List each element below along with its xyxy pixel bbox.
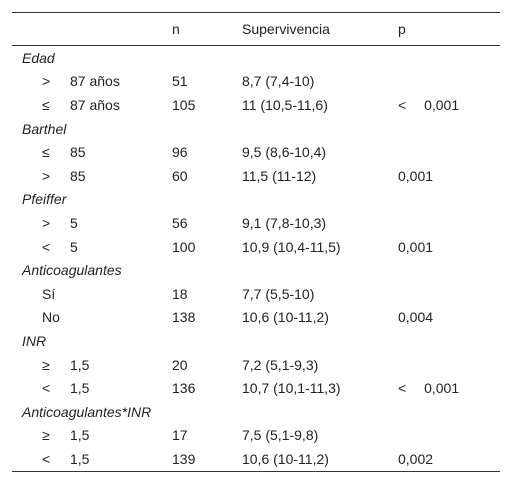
row-label: 85 — [70, 144, 86, 161]
group-title: Anticoagulantes*INR — [22, 403, 152, 420]
survival: 10,6 (10-11,2) — [242, 450, 329, 467]
survival: 9,1 (7,8-10,3) — [242, 214, 327, 231]
data-row: ≥1,5 17 7,5 (5,1-9,8) — [12, 424, 500, 448]
sign: ≥ — [42, 356, 50, 373]
header-cell: p — [398, 21, 406, 37]
n-value: 17 — [172, 427, 188, 444]
row-label: 87 años — [70, 73, 120, 90]
row-label: 5 — [70, 238, 78, 255]
sign: ≤ — [42, 96, 50, 113]
row-label: 1,5 — [70, 356, 90, 373]
n-value: 136 — [172, 380, 196, 397]
n-value: 139 — [172, 450, 196, 467]
sign: < — [42, 450, 51, 467]
n-value: 20 — [172, 356, 188, 373]
survival: 11 (10,5-11,6) — [242, 96, 328, 113]
data-row: <1,5 139 10,6 (10-11,2) 0,002 — [12, 447, 500, 471]
group-title: Anticoagulantes — [22, 262, 122, 279]
survival: 7,7 (5,5-10) — [242, 285, 315, 302]
p-value: 0,001 — [398, 238, 434, 255]
header-cell: Supervivencia — [242, 21, 330, 37]
header-cell: n — [172, 21, 180, 37]
group-row: Edad — [12, 46, 500, 70]
row-label: 5 — [70, 214, 78, 231]
data-row: <5 100 10,9 (10,4-11,5) 0,001 — [12, 235, 500, 259]
group-row: INR — [12, 329, 500, 353]
survival: 10,9 (10,4-11,5) — [242, 238, 341, 255]
sign: < — [42, 238, 51, 255]
group-title: INR — [22, 332, 47, 349]
row-label: 1,5 — [70, 450, 90, 467]
sign: > — [42, 73, 51, 90]
data-row: >85 60 11,5 (11-12) 0,001 — [12, 164, 500, 188]
p-value: 0,002 — [398, 450, 434, 467]
group-title: Pfeiffer — [22, 191, 67, 208]
survival: 9,5 (8,6-10,4) — [242, 144, 327, 161]
row-label: 1,5 — [70, 427, 90, 444]
row-label: 85 — [70, 167, 86, 184]
p-value: 0,001 — [398, 167, 434, 184]
survival: 10,6 (10-11,2) — [242, 309, 329, 326]
row-label: No — [42, 309, 60, 326]
p-value: 0,004 — [398, 309, 434, 326]
sign: ≤ — [42, 144, 50, 161]
header-row: n Supervivencia p — [12, 13, 500, 46]
sign: < — [42, 380, 51, 397]
p-value: < 0,001 — [398, 380, 460, 397]
group-row: Anticoagulantes — [12, 258, 500, 282]
group-row: Pfeiffer — [12, 188, 500, 212]
row-label: 1,5 — [70, 380, 90, 397]
data-row: >5 56 9,1 (7,8-10,3) — [12, 211, 500, 235]
group-row: Anticoagulantes*INR — [12, 400, 500, 424]
group-row: Barthel — [12, 117, 500, 141]
row-label: 87 años — [70, 96, 120, 113]
n-value: 18 — [172, 285, 188, 302]
survival: 7,5 (5,1-9,8) — [242, 427, 319, 444]
group-title: Edad — [22, 49, 55, 66]
survival: 7,2 (5,1-9,3) — [242, 356, 319, 373]
row-label: Sí — [42, 285, 56, 302]
data-row: ≤85 96 9,5 (8,6-10,4) — [12, 140, 500, 164]
data-row: ≥1,5 20 7,2 (5,1-9,3) — [12, 353, 500, 377]
survival: 11,5 (11-12) — [242, 167, 317, 184]
data-row: ≤87 años 105 11 (10,5-11,6) < 0,001 — [12, 93, 500, 117]
n-value: 138 — [172, 309, 196, 326]
data-row: <1,5 136 10,7 (10,1-11,3) < 0,001 — [12, 376, 500, 400]
n-value: 105 — [172, 96, 196, 113]
sign: > — [42, 167, 51, 184]
n-value: 56 — [172, 214, 188, 231]
table: n Supervivencia p Edad >87 años 51 8,7 (7,4… — [12, 12, 500, 472]
survival: 8,7 (7,4-10) — [242, 73, 315, 90]
n-value: 96 — [172, 144, 188, 161]
p-value: < 0,001 — [398, 96, 460, 113]
n-value: 100 — [172, 238, 196, 255]
group-title: Barthel — [22, 120, 67, 137]
sign: ≥ — [42, 427, 50, 444]
data-row: Sí 18 7,7 (5,5-10) — [12, 282, 500, 306]
data-row: >87 años 51 8,7 (7,4-10) — [12, 70, 500, 94]
survival: 10,7 (10,1-11,3) — [242, 380, 341, 397]
n-value: 60 — [172, 167, 188, 184]
data-row: No 138 10,6 (10-11,2) 0,004 — [12, 306, 500, 330]
sign: > — [42, 214, 51, 231]
n-value: 51 — [172, 73, 188, 90]
